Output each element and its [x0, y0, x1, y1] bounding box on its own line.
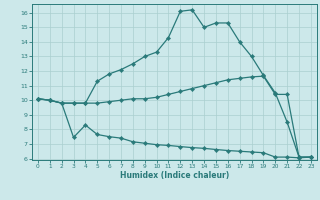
X-axis label: Humidex (Indice chaleur): Humidex (Indice chaleur) [120, 171, 229, 180]
